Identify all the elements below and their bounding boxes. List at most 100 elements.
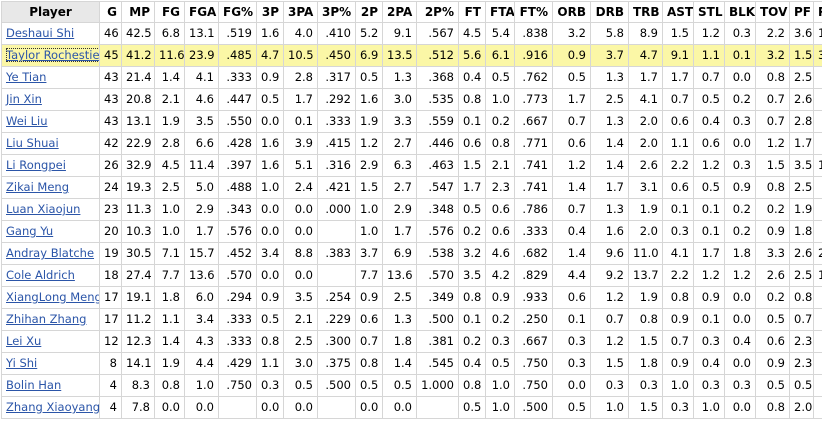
stat-cell-stl: 1.0 bbox=[693, 396, 725, 419]
stat-cell-fg-pct: .343 bbox=[218, 198, 257, 221]
player-name-link[interactable]: Wei Liu bbox=[6, 114, 48, 128]
player-name-link[interactable]: Jin Xin bbox=[6, 92, 42, 106]
column-header-pf[interactable]: PF bbox=[789, 1, 814, 23]
column-header-fg[interactable]: FG bbox=[154, 1, 185, 23]
stat-cell-orb: 0.6 bbox=[552, 286, 591, 309]
stat-cell-2pa: 1.8 bbox=[382, 330, 417, 353]
stat-cell-blk: 0.9 bbox=[724, 176, 756, 199]
stat-cell-2p: 0.8 bbox=[355, 352, 383, 375]
stat-cell-2pa: 3.3 bbox=[382, 110, 417, 133]
stat-cell-pts: 3.8 bbox=[813, 330, 822, 353]
player-cell: Bolin Han bbox=[1, 374, 100, 397]
column-header-ft-pct[interactable]: FT% bbox=[514, 1, 553, 23]
stat-cell-pts: 4.0 bbox=[813, 66, 822, 89]
stat-cell-trb: 1.5 bbox=[628, 330, 663, 353]
stat-cell-pf: 0.7 bbox=[789, 308, 814, 331]
column-header-fg-pct[interactable]: FG% bbox=[218, 1, 257, 23]
player-name-link[interactable]: Gang Yu bbox=[6, 224, 54, 238]
table-row: Zhang Xiaoyang 4 7.8 0.0 0.0 0.0 0.0 0.0 0.0 0.5 1… bbox=[1, 396, 822, 419]
player-name-link[interactable]: Lei Xu bbox=[6, 334, 42, 348]
stat-cell-2p-pct: .368 bbox=[416, 66, 459, 89]
stat-cell-fga: 23.9 bbox=[184, 44, 219, 67]
player-name-link[interactable]: Deshaui Shi bbox=[6, 26, 75, 40]
stat-cell-pts: 2.3 bbox=[813, 220, 822, 243]
stat-cell-fta: 1.0 bbox=[485, 396, 515, 419]
column-header-drb[interactable]: DRB bbox=[590, 1, 629, 23]
stat-cell-2pa: 1.4 bbox=[382, 352, 417, 375]
stat-cell-ft: 0.5 bbox=[458, 396, 486, 419]
column-header-3p[interactable]: 3P bbox=[256, 1, 284, 23]
player-cell: Li Rongpei bbox=[1, 154, 100, 177]
player-name-link[interactable]: Luan Xiaojun bbox=[6, 202, 81, 216]
stat-cell-blk: 0.0 bbox=[724, 352, 756, 375]
stat-cell-orb: 0.4 bbox=[552, 220, 591, 243]
table-row: Lei Xu 12 12.3 1.4 4.3.333 0.8 2.5.300 0.7 1.8.3… bbox=[1, 330, 822, 353]
stat-cell-ft-pct: .771 bbox=[514, 132, 553, 155]
player-name-link[interactable]: Liu Shuai bbox=[6, 136, 59, 150]
column-header-fga[interactable]: FGA bbox=[184, 1, 219, 23]
stat-cell-fg: 1.0 bbox=[154, 198, 185, 221]
column-header-mp[interactable]: MP bbox=[121, 1, 155, 23]
stat-cell-ft: 0.5 bbox=[458, 198, 486, 221]
column-header-ast[interactable]: AST bbox=[662, 1, 694, 23]
stat-cell-2p-pct: .567 bbox=[416, 22, 459, 45]
player-name-link[interactable]: Zikai Meng bbox=[6, 180, 70, 194]
stat-cell-3p-pct: .383 bbox=[317, 242, 356, 265]
player-name-link[interactable]: Yi Shi bbox=[6, 356, 38, 370]
player-name-link[interactable]: Ye Tian bbox=[6, 70, 47, 84]
player-name-link[interactable]: Zhihan Zhang bbox=[6, 312, 87, 326]
column-header-3p-pct[interactable]: 3P% bbox=[317, 1, 356, 23]
stat-cell-trb: 1.7 bbox=[628, 66, 663, 89]
stat-cell-3p: 0.0 bbox=[256, 264, 284, 287]
player-name-link[interactable]: XiangLong Meng bbox=[6, 290, 100, 304]
stat-cell-pts: 0.5 bbox=[813, 396, 822, 419]
column-header-2p-pct[interactable]: 2P% bbox=[416, 1, 459, 23]
column-header-blk[interactable]: BLK bbox=[724, 1, 756, 23]
stat-cell-drb: 9.6 bbox=[590, 242, 629, 265]
stat-cell-3p: 0.0 bbox=[256, 220, 284, 243]
stat-cell-3p-pct: .300 bbox=[317, 330, 356, 353]
stat-cell-fg: 1.9 bbox=[154, 110, 185, 133]
stat-cell-pf: 2.6 bbox=[789, 242, 814, 265]
stat-cell-ast: 0.6 bbox=[662, 110, 694, 133]
column-header-3pa[interactable]: 3PA bbox=[283, 1, 318, 23]
column-header-2p[interactable]: 2P bbox=[355, 1, 383, 23]
stat-cell-3pa: 8.8 bbox=[283, 242, 318, 265]
column-header-trb[interactable]: TRB bbox=[628, 1, 663, 23]
stat-cell-3p: 1.0 bbox=[256, 176, 284, 199]
column-header-orb[interactable]: ORB bbox=[552, 1, 591, 23]
column-header-g[interactable]: G bbox=[99, 1, 122, 23]
column-header-ft[interactable]: FT bbox=[458, 1, 486, 23]
stat-cell-pf: 1.8 bbox=[789, 220, 814, 243]
stat-cell-pf: 0.5 bbox=[789, 374, 814, 397]
stat-cell-ft: 3.5 bbox=[458, 264, 486, 287]
column-header-pts[interactable]: PTS bbox=[813, 1, 822, 23]
stat-cell-fga: 3.4 bbox=[184, 308, 219, 331]
stat-cell-fg-pct: .750 bbox=[218, 374, 257, 397]
player-cell: Wei Liu bbox=[1, 110, 100, 133]
player-name-link[interactable]: Cole Aldrich bbox=[6, 268, 75, 282]
player-name-link[interactable]: Andray Blatche bbox=[6, 246, 95, 260]
player-name-link[interactable]: Li Rongpei bbox=[6, 158, 66, 172]
player-name-link[interactable]: Taylor Rochestie bbox=[6, 48, 100, 62]
column-header-player[interactable]: Player bbox=[1, 1, 100, 23]
stat-cell-blk: 0.3 bbox=[724, 110, 756, 133]
player-cell: Zikai Meng bbox=[1, 176, 100, 199]
stat-cell-3p: 0.5 bbox=[256, 88, 284, 111]
stat-cell-2pa: 2.9 bbox=[382, 198, 417, 221]
stat-cell-fg: 11.6 bbox=[154, 44, 185, 67]
player-name-link[interactable]: Bolin Han bbox=[6, 378, 62, 392]
stat-cell-fga: 15.7 bbox=[184, 242, 219, 265]
stat-cell-2p-pct: .500 bbox=[416, 308, 459, 331]
stat-cell-drb: 1.5 bbox=[590, 352, 629, 375]
column-header-stl[interactable]: STL bbox=[693, 1, 725, 23]
stat-cell-2pa: 3.0 bbox=[382, 88, 417, 111]
column-header-2pa[interactable]: 2PA bbox=[382, 1, 417, 23]
stat-cell-tov: 0.9 bbox=[755, 352, 790, 375]
player-name-link[interactable]: Zhang Xiaoyang bbox=[6, 400, 100, 414]
stat-cell-ft-pct: .838 bbox=[514, 22, 553, 45]
column-header-tov[interactable]: TOV bbox=[755, 1, 790, 23]
stat-cell-2p: 6.9 bbox=[355, 44, 383, 67]
column-header-fta[interactable]: FTA bbox=[485, 1, 515, 23]
stat-cell-2p: 1.9 bbox=[355, 110, 383, 133]
